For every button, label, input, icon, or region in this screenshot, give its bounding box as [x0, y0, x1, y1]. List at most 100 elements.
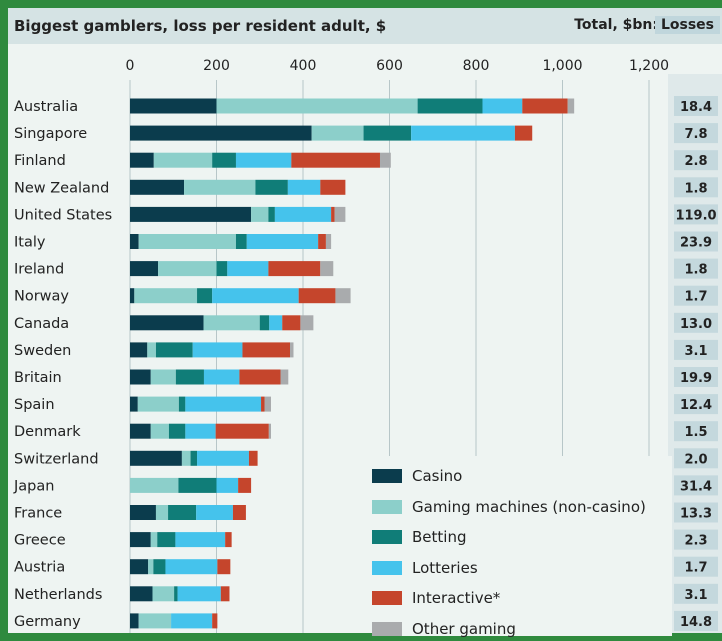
- bar-segment: [264, 396, 271, 412]
- bar-segment: [190, 450, 198, 466]
- bar-segment: [178, 477, 217, 493]
- total-value-box: [674, 312, 718, 333]
- bar-segment: [138, 613, 172, 629]
- legend-item: Betting: [372, 525, 466, 549]
- category-label: France: [14, 506, 62, 522]
- bar-segment: [216, 261, 228, 277]
- bar-segment: [331, 206, 335, 222]
- bar-segment: [261, 396, 265, 412]
- bar-segment: [227, 261, 269, 277]
- bar-segment: [150, 423, 169, 439]
- legend-swatch: [372, 621, 402, 636]
- bar-segment: [282, 315, 301, 331]
- total-value: 18.4: [680, 100, 712, 115]
- bar-segment: [130, 179, 185, 195]
- bar-segment: [138, 234, 236, 249]
- total-value-box: [674, 421, 718, 442]
- total-value: 119.0: [675, 208, 716, 223]
- bar-segment: [153, 559, 166, 575]
- legend-item: Lotteries: [372, 556, 478, 580]
- bar-segment: [268, 261, 321, 277]
- bar-segment: [157, 532, 176, 548]
- bar-segment: [216, 98, 418, 114]
- legend-label: Interactive*: [412, 589, 501, 607]
- bar-segment: [184, 179, 256, 195]
- total-value-box: [674, 177, 718, 198]
- category-label: United States: [14, 207, 112, 223]
- bar-segment: [212, 152, 236, 168]
- category-label: Netherlands: [14, 587, 102, 603]
- bar-segment: [181, 450, 191, 466]
- bar-segment: [320, 179, 346, 195]
- category-label: Singapore: [14, 126, 87, 142]
- bar-segment: [235, 152, 292, 168]
- bar-segment: [174, 586, 178, 602]
- total-value: 1.7: [684, 561, 707, 576]
- bar-segment: [379, 152, 391, 168]
- total-value-box: [674, 339, 718, 360]
- bar-segment: [251, 206, 269, 222]
- losses-column-header: Losses: [654, 16, 720, 34]
- bar-segment: [185, 396, 262, 412]
- x-tick-label: 1,000: [542, 58, 582, 74]
- bar-segment: [320, 261, 334, 277]
- legend-label: Betting: [412, 528, 467, 546]
- bar-segment: [168, 423, 186, 439]
- category-label: Britain: [14, 370, 62, 386]
- bar-segment: [268, 423, 271, 439]
- bar-segment: [130, 98, 217, 114]
- total-value-box: [674, 448, 718, 469]
- bar-segment: [134, 288, 198, 304]
- bar-segment: [238, 477, 252, 493]
- legend-swatch: [372, 530, 402, 544]
- bar-segment: [175, 532, 226, 548]
- bar-segment: [130, 613, 139, 629]
- bar-segment: [155, 505, 169, 520]
- total-value-box: [674, 610, 718, 631]
- bar-segment: [290, 342, 294, 358]
- header-bar: Biggest gamblers, loss per resident adul…: [8, 8, 722, 44]
- bar-segment: [217, 559, 231, 575]
- bar-segment: [130, 586, 153, 602]
- bar-segment: [212, 613, 218, 629]
- category-label: Sweden: [14, 343, 71, 359]
- x-tick-label: 400: [290, 58, 317, 74]
- bar-segment: [482, 98, 523, 114]
- bar-segment: [148, 559, 154, 575]
- bar-segment: [168, 505, 197, 520]
- legend-swatch: [372, 560, 402, 575]
- bar-segment: [153, 152, 213, 168]
- total-value-box: [674, 150, 718, 171]
- bar-segment: [318, 234, 326, 249]
- bar-segment: [130, 152, 154, 168]
- category-label: Norway: [14, 289, 69, 305]
- category-label: Spain: [14, 397, 55, 413]
- bar-segment: [155, 342, 193, 358]
- bar-segment: [212, 288, 299, 304]
- total-value-box: [674, 529, 718, 550]
- total-value: 1.7: [684, 290, 707, 305]
- bar-segment: [280, 369, 289, 385]
- total-value-box: [674, 583, 718, 604]
- bar-segment: [203, 369, 240, 385]
- category-label: Greece: [14, 533, 66, 549]
- total-value: 2.3: [684, 534, 707, 549]
- bar-segment: [130, 532, 151, 548]
- legend-swatch: [372, 499, 402, 514]
- total-value: 1.5: [684, 425, 707, 440]
- total-value: 3.1: [684, 344, 707, 359]
- bar-segment: [130, 369, 151, 385]
- category-label: Switzerland: [14, 451, 99, 467]
- bar-segment: [152, 586, 175, 602]
- bar-segment: [137, 396, 179, 412]
- total-value-box: [674, 367, 718, 387]
- bar-segment: [522, 98, 568, 114]
- bar-segment: [300, 315, 314, 331]
- bar-segment: [150, 532, 158, 548]
- bar-segment: [185, 423, 216, 439]
- bar-segment: [514, 125, 533, 141]
- total-value-box: [674, 96, 718, 116]
- bar-segment: [334, 206, 346, 222]
- x-tick-label: 0: [126, 58, 135, 74]
- bar-segment: [246, 234, 319, 249]
